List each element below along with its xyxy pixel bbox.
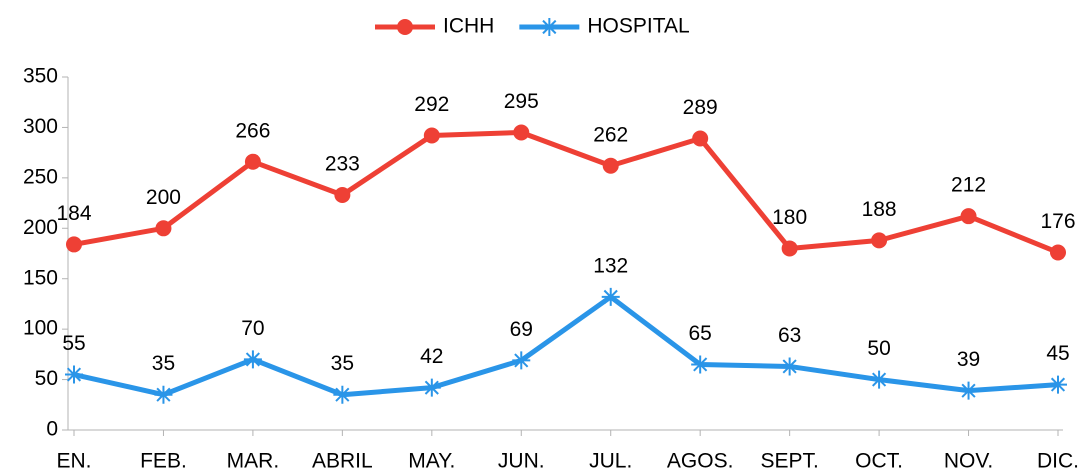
data-label: 176 — [1040, 210, 1075, 233]
data-label: 42 — [420, 345, 443, 368]
x-tick-label: JUL. — [589, 450, 632, 473]
marker — [1049, 375, 1067, 394]
data-label: 292 — [414, 93, 449, 116]
data-label: 132 — [593, 254, 628, 277]
marker — [512, 351, 531, 370]
marker — [960, 208, 977, 225]
marker — [871, 232, 888, 249]
legend-label: ICHH — [443, 15, 494, 38]
data-label: 233 — [325, 153, 360, 176]
marker — [422, 378, 441, 397]
y-tick-label: 100 — [23, 317, 58, 340]
marker — [154, 385, 173, 404]
series-line — [73, 129, 1059, 255]
data-label: 65 — [689, 322, 712, 345]
data-label: 180 — [772, 206, 807, 229]
y-tick-label: 50 — [35, 367, 58, 390]
data-label: 63 — [778, 324, 801, 347]
y-tick-label: 350 — [23, 65, 58, 88]
x-tick-label: ABRIL — [312, 450, 373, 473]
marker — [691, 355, 710, 374]
data-label: 200 — [146, 186, 181, 209]
y-tick-label: 0 — [46, 418, 58, 441]
marker — [601, 287, 620, 306]
data-label: 39 — [957, 348, 980, 371]
marker — [602, 157, 619, 174]
marker — [513, 124, 530, 141]
data-label: 184 — [56, 202, 91, 225]
marker — [397, 19, 413, 35]
data-label: 262 — [593, 123, 628, 146]
marker — [780, 357, 799, 376]
data-label: 35 — [152, 352, 175, 375]
data-label: 70 — [241, 317, 264, 340]
marker — [423, 127, 440, 144]
data-label: 35 — [331, 352, 354, 375]
marker — [333, 385, 352, 404]
legend-label: HOSPITAL — [587, 15, 689, 38]
legend-item: ICHH — [375, 15, 494, 38]
marker — [692, 130, 709, 147]
x-tick-label: FEB. — [140, 450, 187, 473]
marker — [243, 350, 262, 369]
y-tick-label: 200 — [23, 216, 58, 239]
marker — [244, 153, 261, 170]
marker — [334, 187, 351, 204]
x-tick-label: OCT. — [855, 450, 903, 473]
y-tick-label: 250 — [23, 165, 58, 188]
data-label: 212 — [951, 174, 986, 197]
x-tick-label: EN. — [56, 450, 91, 473]
x-tick-label: AGOS. — [667, 450, 734, 473]
data-label: 50 — [867, 337, 890, 360]
x-tick-label: NOV. — [944, 450, 993, 473]
marker — [1050, 244, 1066, 261]
data-label: 295 — [504, 90, 539, 113]
marker — [870, 370, 889, 389]
marker — [540, 18, 559, 36]
marker — [155, 220, 172, 237]
y-tick-label: 150 — [23, 266, 58, 289]
series-line — [73, 294, 1059, 398]
x-tick-label: DIC. — [1037, 450, 1079, 473]
marker — [959, 381, 978, 400]
marker — [781, 240, 798, 257]
x-tick-label: JUN. — [498, 450, 545, 473]
x-tick-label: SEPT. — [760, 450, 818, 473]
data-label: 55 — [62, 332, 85, 355]
marker — [65, 365, 83, 384]
data-label: 69 — [510, 318, 533, 341]
data-label: 188 — [862, 198, 897, 221]
data-label: 266 — [235, 119, 270, 142]
x-tick-label: MAR. — [227, 450, 280, 473]
data-label: 45 — [1046, 342, 1069, 365]
marker — [66, 236, 82, 253]
x-tick-label: MAY. — [408, 450, 455, 473]
legend-item: HOSPITAL — [519, 15, 690, 38]
data-label: 289 — [683, 96, 718, 119]
y-tick-label: 300 — [23, 115, 58, 138]
